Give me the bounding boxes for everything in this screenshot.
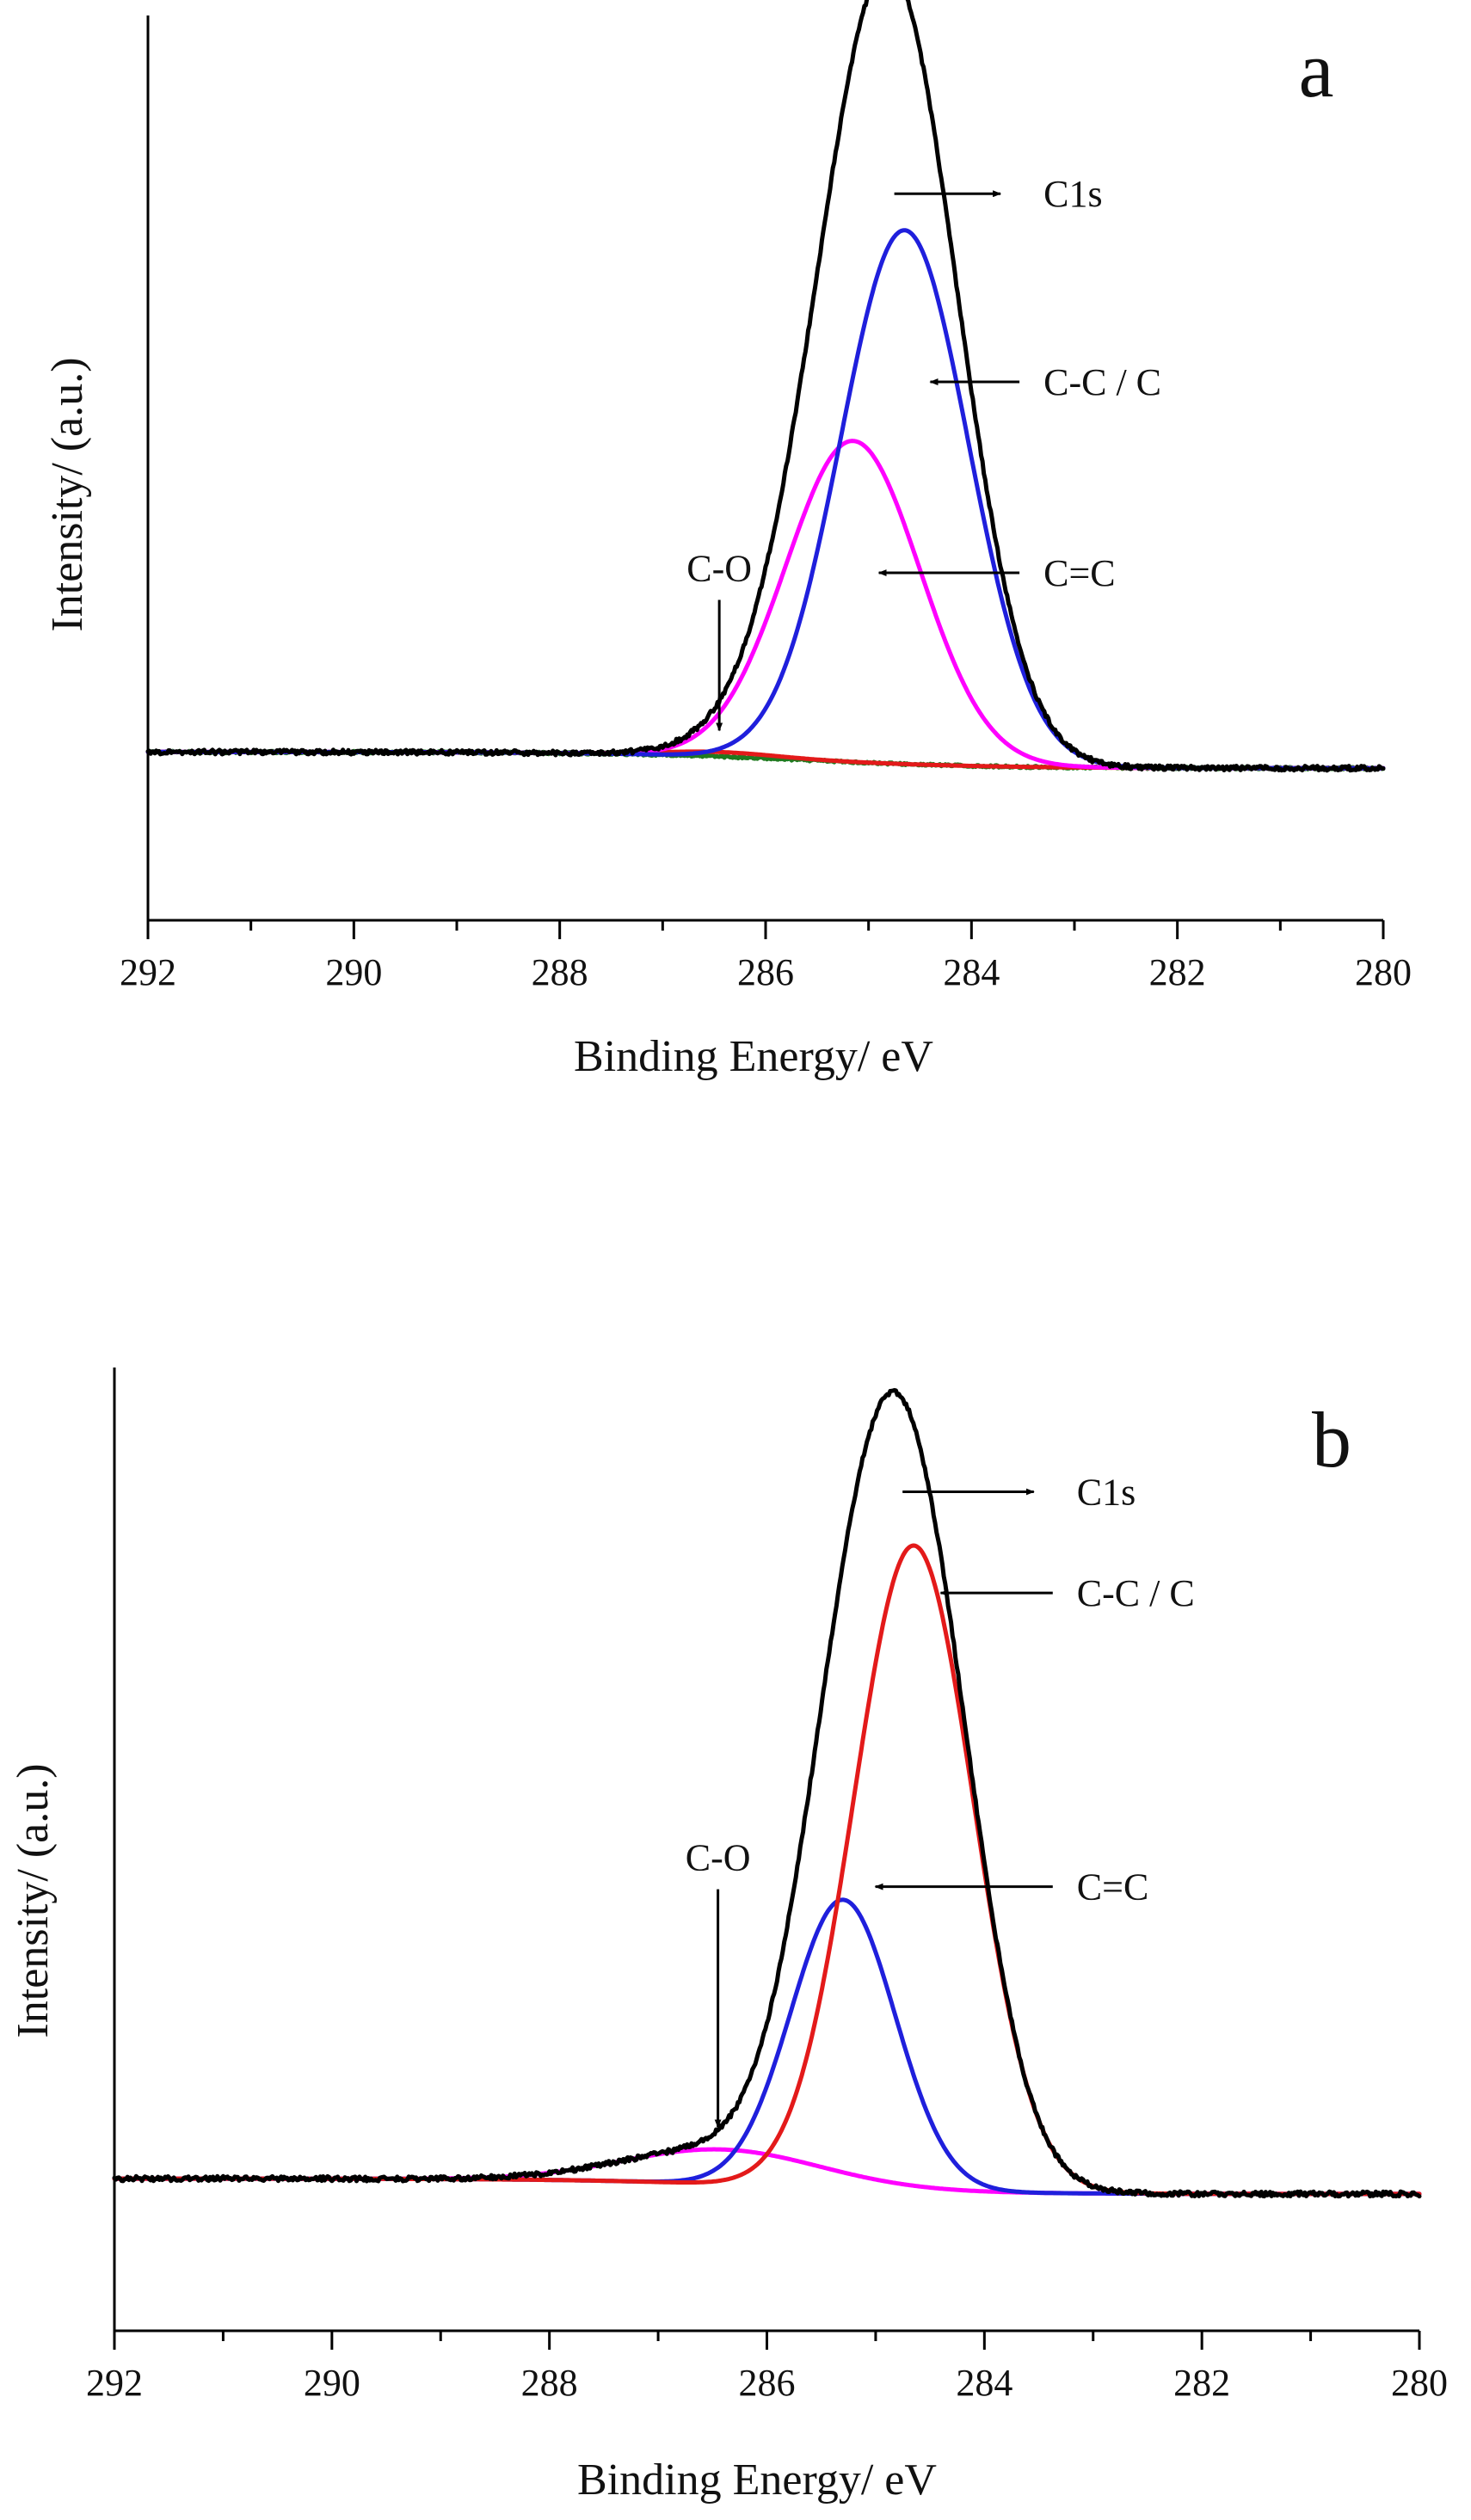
x-tick-label: 290 (325, 951, 382, 993)
x-tick-label: 286 (737, 951, 794, 993)
annotation-label-c1s: C1s (1043, 173, 1102, 215)
x-tick-label: 284 (943, 951, 1000, 993)
annotation-label-c-c: C=C (1043, 552, 1116, 594)
x-tick-label: 292 (120, 951, 176, 993)
panel-a-y-axis-title: Intensity/ (a.u.) (43, 357, 92, 631)
panel-a-series-c1s (145, 0, 1386, 773)
x-tick-label: 286 (739, 2362, 796, 2404)
panel-a-annotations: C1s C-C / C C=C C-O (686, 173, 1161, 732)
panel-a-letter: a (1299, 26, 1334, 114)
annotation-label-c-c: C=C (1077, 1866, 1149, 1908)
x-tick-label: 288 (521, 2362, 578, 2404)
x-tick-label: 280 (1355, 951, 1412, 993)
panel-b-annotations: C1s C-C / C C=C C-O (686, 1471, 1195, 2129)
annotation-label-c-c-c: C-C / C (1043, 361, 1161, 403)
panel-a-chart: 292 290 288 286 284 282 280 C1s C-C / C C=C C-O a… (43, 0, 1412, 1081)
panel-a-x-ticks: 292 290 288 286 284 282 280 (120, 920, 1412, 993)
panel-b-series-c1s (112, 1387, 1422, 2199)
annotation-label-c1s: C1s (1077, 1471, 1136, 1513)
x-tick-label: 282 (1173, 2362, 1230, 2404)
panel-b-series (112, 1387, 1422, 2199)
panel-b-plot-area (114, 1368, 1419, 2331)
panel-a-x-axis-title: Binding Energy/ eV (574, 1032, 933, 1081)
panel-b-letter: b (1312, 1396, 1351, 1484)
x-tick-label: 288 (532, 951, 588, 993)
x-tick-label: 280 (1391, 2362, 1448, 2404)
panel-a-plot-area (148, 15, 1383, 920)
panel-b-x-axis-title: Binding Energy/ eV (577, 2455, 937, 2505)
annotation-label-c-o: C-O (686, 548, 752, 590)
annotation-label-c-c-c: C-C / C (1077, 1572, 1195, 1614)
x-tick-label: 292 (86, 2362, 143, 2404)
x-tick-label: 284 (956, 2362, 1012, 2404)
panel-b-y-axis-title: Intensity/ (a.u.) (9, 1763, 58, 2038)
panel-b-x-ticks: 292 290 288 286 284 282 280 (86, 2331, 1448, 2404)
panel-b-chart: 292 290 288 286 284 282 280 C1s C-C / C C=C C-O b… (9, 1368, 1448, 2505)
panel-a-series (145, 0, 1386, 773)
x-tick-label: 282 (1149, 951, 1206, 993)
annotation-label-c-o: C-O (686, 1837, 751, 1879)
x-tick-label: 290 (304, 2362, 360, 2404)
